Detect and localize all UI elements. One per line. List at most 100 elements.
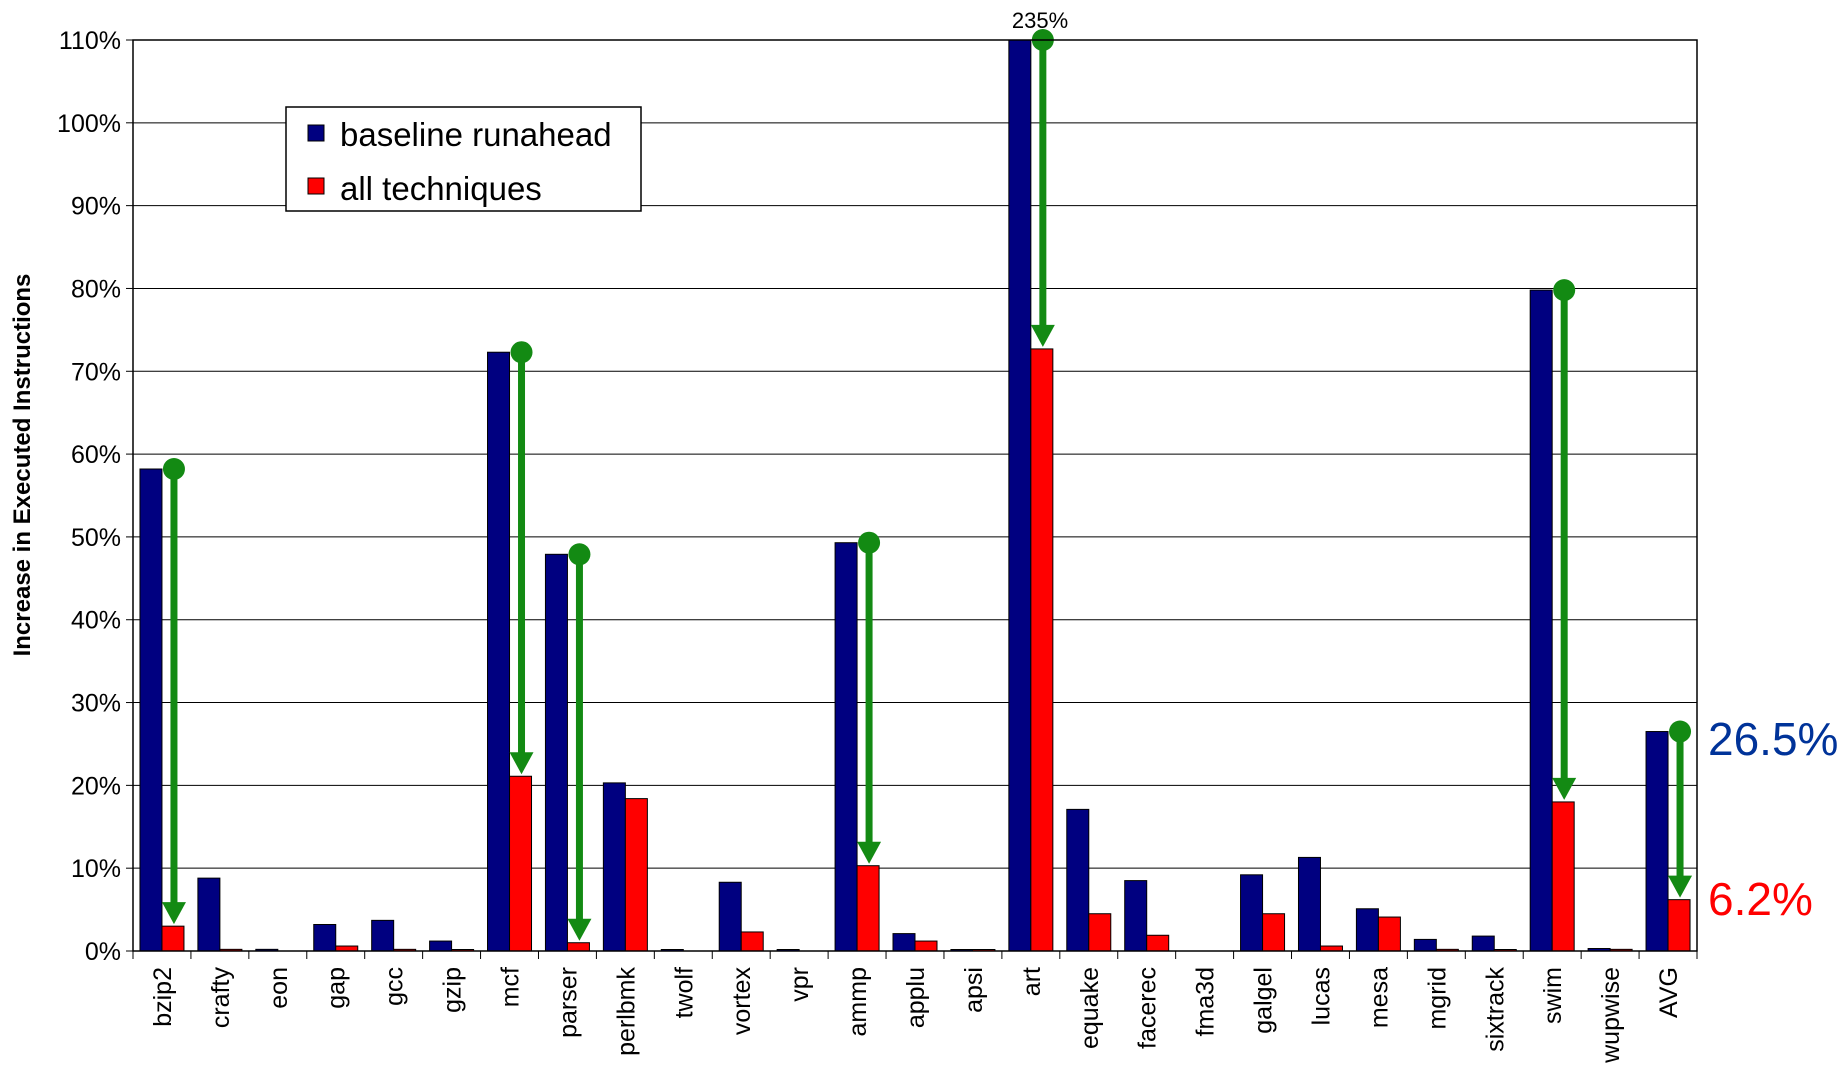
x-category-label: sixtrack: [1481, 967, 1509, 1052]
x-category-label: applu: [902, 967, 930, 1028]
arrow-dot-bzip2: [162, 457, 185, 480]
bar-all-techniques-applu: [914, 940, 938, 952]
bar-all-techniques-galgel: [1262, 913, 1286, 952]
x-category-label: lucas: [1307, 967, 1335, 1025]
reduction-arrows: [161, 29, 1693, 941]
bar-baseline-AVG: [1645, 731, 1669, 952]
arrow-head-parser: [567, 918, 592, 941]
bar-all-techniques-AVG: [1667, 899, 1691, 952]
bar-baseline-vortex: [718, 881, 742, 952]
arrow-dot-AVG: [1669, 720, 1692, 743]
bar-all-techniques-perlbmk: [624, 798, 648, 952]
bar-baseline-crafty: [197, 877, 221, 952]
bar-baseline-ammp: [834, 542, 858, 952]
bar-all-techniques-mcf: [509, 775, 533, 952]
y-tick-label: 110%: [59, 27, 121, 55]
legend-label-baseline: baseline runahead: [340, 116, 612, 153]
bar-baseline-lucas: [1297, 856, 1321, 952]
x-category-label: AVG: [1655, 967, 1683, 1018]
bar-baseline-mcf: [487, 351, 511, 952]
bar-baseline-facerec: [1124, 880, 1148, 952]
x-category-label: gap: [323, 967, 351, 1009]
y-tick-label: 10%: [71, 855, 121, 883]
y-tick-label: 0%: [85, 938, 121, 966]
x-category-label: ammp: [844, 967, 872, 1036]
bar-all-techniques-ammp: [856, 865, 880, 952]
x-category-label: facerec: [1134, 967, 1162, 1049]
bar-baseline-mesa: [1355, 908, 1379, 952]
arrow-dot-parser: [568, 543, 591, 566]
x-category-label: fma3d: [1192, 967, 1220, 1036]
avg-baseline-label: 26.5%: [1708, 713, 1838, 765]
x-category-label: mesa: [1365, 967, 1393, 1028]
bar-all-techniques-facerec: [1146, 934, 1170, 952]
clipped-bar-label: 235%: [1012, 8, 1068, 33]
y-tick-label: 100%: [57, 110, 121, 138]
y-tick-label: 30%: [71, 690, 121, 718]
x-category-label: parser: [554, 967, 582, 1038]
arrow-head-bzip2: [161, 902, 186, 925]
x-category-labels: bzip2 crafty eon gap gcc gzip mcf parser perlbmk…: [149, 967, 1683, 1064]
y-tick-label: 20%: [71, 772, 121, 800]
bar-all-techniques-equake: [1088, 913, 1112, 952]
y-tick-label: 90%: [71, 193, 121, 221]
bar-all-techniques-mesa: [1377, 916, 1401, 952]
y-tick-labels: 0% 10% 20% 30% 40% 50% 60% 70% 80% 90% 100% 110%: [57, 27, 121, 966]
legend-swatch-baseline: [307, 124, 325, 142]
x-category-label: equake: [1076, 967, 1104, 1049]
x-category-label: vpr: [786, 967, 814, 1002]
x-category-label: twolf: [670, 967, 698, 1018]
x-category-label: art: [1018, 967, 1046, 996]
y-tick-label: 40%: [71, 607, 121, 635]
bar-baseline-galgel: [1240, 874, 1264, 952]
y-tick-label: 60%: [71, 441, 121, 469]
avg-all-techniques-label: 6.2%: [1708, 873, 1813, 925]
bar-baseline-parser: [544, 553, 568, 952]
y-tick-label: 80%: [71, 275, 121, 303]
plot-frame: [132, 39, 1698, 952]
y-axis-label: Increase in Executed Instructions: [9, 274, 36, 657]
legend-label-all-techniques: all techniques: [340, 170, 542, 207]
arrow-head-art: [1030, 324, 1055, 347]
y-tick-label: 70%: [71, 358, 121, 386]
x-category-label: galgel: [1250, 967, 1278, 1034]
bar-baseline-applu: [892, 933, 916, 952]
x-category-label: perlbmk: [612, 967, 640, 1056]
bar-baseline-equake: [1066, 808, 1090, 952]
arrow-head-AVG: [1668, 875, 1693, 898]
x-category-label: bzip2: [149, 967, 177, 1027]
x-category-label: gzip: [439, 967, 467, 1013]
bar-baseline-sixtrack: [1471, 935, 1495, 952]
arrow-head-ammp: [857, 841, 882, 864]
bar-all-techniques-vortex: [740, 931, 764, 952]
x-category-label: eon: [265, 967, 293, 1009]
bar-all-techniques-art: [1030, 348, 1054, 952]
x-category-label: mgrid: [1423, 967, 1451, 1030]
bar-all-techniques-swim: [1551, 801, 1575, 952]
x-category-label: wupwise: [1597, 967, 1625, 1064]
x-category-label: swim: [1539, 967, 1567, 1024]
bar-baseline-perlbmk: [602, 782, 626, 952]
bar-baseline-swim: [1529, 289, 1553, 952]
y-tick-label: 50%: [71, 524, 121, 552]
x-category-label: apsi: [960, 967, 988, 1013]
legend-box: [285, 106, 642, 212]
arrow-dot-mcf: [510, 341, 533, 364]
bar-baseline-mgrid: [1413, 938, 1437, 952]
x-category-label: gcc: [381, 967, 409, 1006]
legend-swatch-all-techniques: [307, 177, 325, 195]
arrow-head-swim: [1552, 777, 1577, 800]
x-category-label: mcf: [497, 967, 525, 1007]
arrow-dot-swim: [1553, 279, 1576, 302]
bar-baseline-gzip: [429, 940, 453, 952]
bar-baseline-gap: [313, 923, 337, 952]
arrow-dot-ammp: [858, 531, 881, 554]
legend: baseline runahead all techniques: [285, 106, 642, 212]
axes: [132, 39, 1698, 959]
x-category-label: vortex: [728, 967, 756, 1036]
bar-all-techniques-parser: [566, 942, 590, 952]
arrow-head-mcf: [509, 752, 534, 775]
bar-all-techniques-bzip2: [161, 925, 185, 952]
x-category-label: crafty: [207, 967, 235, 1029]
